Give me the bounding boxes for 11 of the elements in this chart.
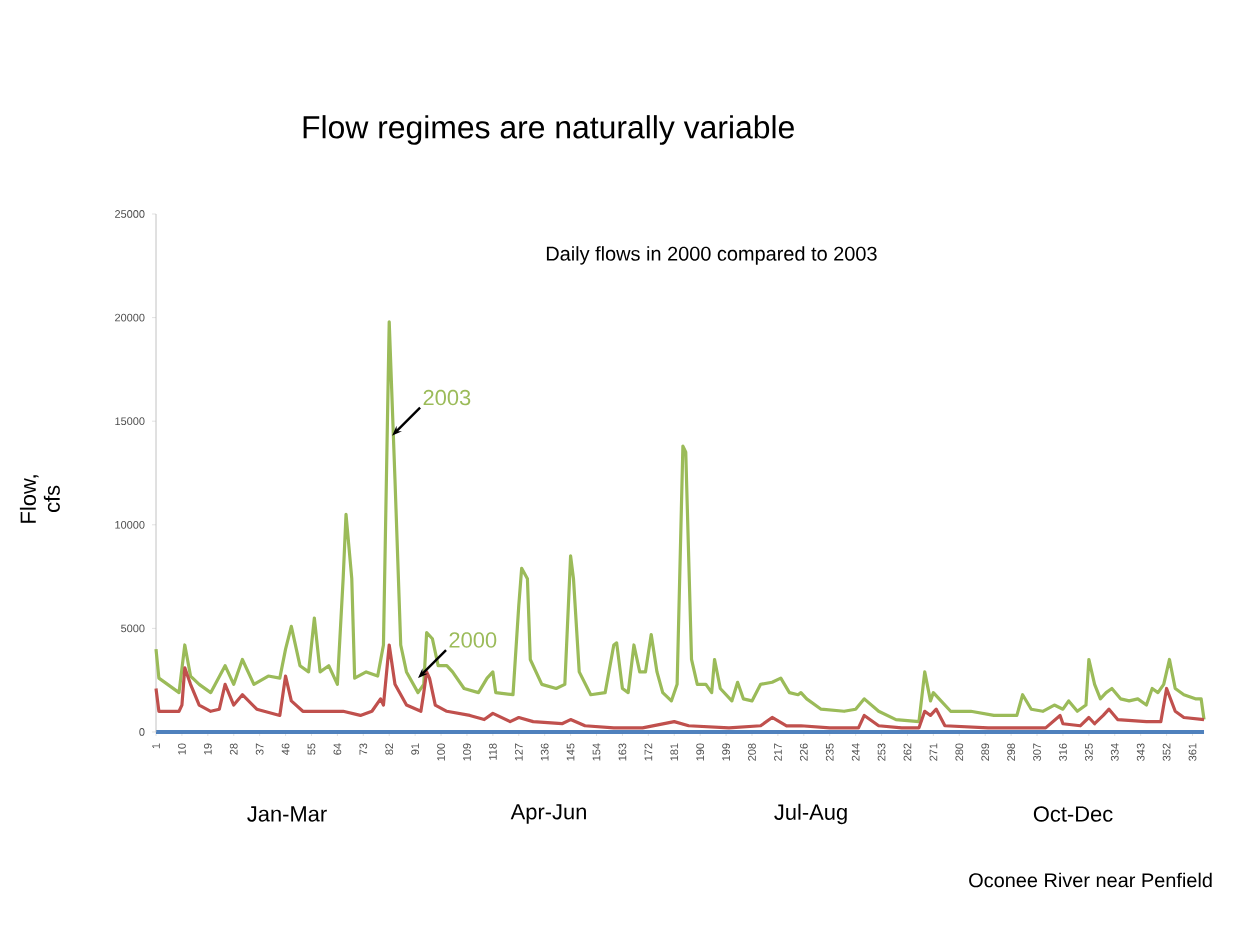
annotation: 2000 <box>449 632 497 648</box>
annotation: 2003 <box>423 389 471 406</box>
text: Jul-Aug <box>774 803 847 825</box>
text: Apr-Jun <box>510 804 586 824</box>
line-series <box>154 320 1206 724</box>
text: Oconee River near Penfield <box>969 872 1212 888</box>
text: Daily flows in 2000 compared to 2003 <box>546 246 877 265</box>
text: Oct-Dec <box>1033 806 1113 822</box>
chart-title: Flow regimes are naturally variable <box>303 115 794 145</box>
y-axis-title: Flow, cfs <box>19 475 60 523</box>
text: Jan-Mar <box>247 806 327 822</box>
